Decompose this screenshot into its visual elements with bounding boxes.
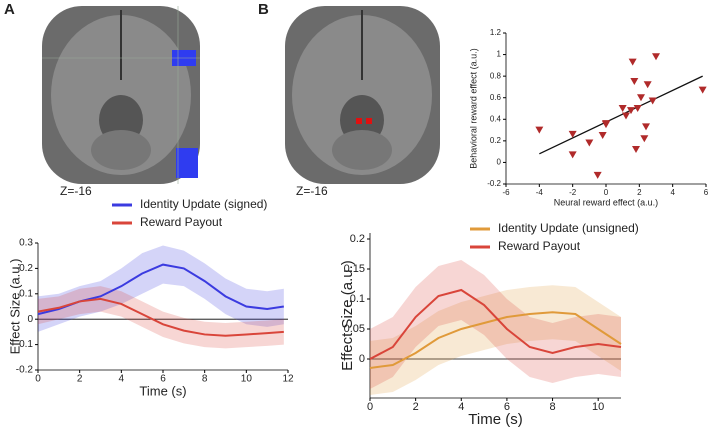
y-tick-label: 0.2 [490,136,502,145]
x-axis-label: Time (s) [139,383,186,398]
scatter-point [598,131,607,139]
slice-label: Z=-16 [296,184,328,198]
scatter-point [618,105,627,112]
fit-line [539,75,703,155]
scatter-point [640,135,649,143]
x-tick-label: 12 [282,374,294,385]
y-axis-label: Effect Size (a.u.) [339,260,356,371]
y-tick-label: 0 [497,158,502,167]
x-tick-label: 2 [413,401,419,413]
scatter-point [642,123,650,131]
scatter-point [633,105,642,112]
x-tick-label: 4 [458,401,464,413]
x-tick-label: 6 [160,374,166,385]
x-tick-label: 0 [35,374,41,385]
scatter-point [648,97,657,105]
panel-label: B [258,1,269,18]
x-tick-label: 2 [77,374,83,385]
x-tick-label: 2 [637,188,642,197]
series-line [369,288,622,360]
y-tick-label: 0 [27,314,33,325]
y-axis-label: Effect Size (a.u.) [7,259,22,355]
scatter-point [585,139,594,147]
series-line [369,311,622,369]
brain-image-a [42,6,200,184]
y-tick-label: 0.1 [19,288,33,299]
scatter-point [643,81,652,89]
series-line [37,297,284,337]
scatter-point [568,130,577,138]
y-tick-label: 0.2 [350,233,365,245]
x-axis-label: Neural reward effect (a.u.) [554,197,658,207]
scatter-point [698,86,707,94]
y-tick-label: 0.3 [19,238,33,249]
y-tick-label: 0.2 [19,263,33,274]
scatter-point [637,94,645,102]
y-tick-label: -0.2 [16,365,34,376]
x-tick-label: -6 [502,188,510,197]
legend-label: Identity Update (unsigned) [498,221,639,235]
y-tick-label: -0.1 [16,339,34,350]
x-tick-label: 8 [202,374,208,385]
confidence-band [38,245,284,332]
scatter-point [628,58,637,66]
x-tick-label: -4 [536,188,544,197]
scatter-point [535,126,544,134]
confidence-band [38,286,284,349]
x-tick-label: 4 [119,374,125,385]
legend-label: Reward Payout [498,239,581,253]
brain-image-b [285,6,440,184]
x-tick-label: 6 [504,401,510,413]
y-tick-label: 0.15 [344,263,365,275]
x-tick-label: 10 [241,374,253,385]
y-tick-label: 1.2 [490,28,502,37]
scatter-point [593,171,602,179]
scatter-point [627,107,635,115]
legend-label: Reward Payout [140,215,223,229]
y-tick-label: 0.05 [344,323,365,335]
scatter-point [630,78,639,86]
y-tick-label: 0.6 [490,93,502,102]
y-tick-label: 0.4 [490,114,502,123]
scatter-point [602,121,610,129]
x-tick-label: 0 [367,401,373,413]
y-tick-label: -0.2 [487,179,501,188]
x-tick-label: 8 [549,401,555,413]
y-axis-label: Behavioral reward effect (a.u.) [468,48,478,168]
y-tick-label: 0 [359,353,365,365]
legend-label: Identity Update (signed) [140,197,267,211]
y-tick-label: 0.1 [350,293,365,305]
x-tick-label: 4 [670,188,675,197]
scatter-point [622,112,630,120]
x-axis-label: Time (s) [468,411,522,428]
scatter-point [652,53,660,61]
x-tick-label: 10 [592,401,604,413]
scatter-point [632,145,640,153]
x-tick-label: -2 [569,188,577,197]
y-tick-label: 1 [497,50,502,59]
confidence-band [370,260,621,389]
x-tick-label: 0 [604,188,609,197]
x-tick-label: 6 [704,188,709,197]
y-tick-label: 0.8 [490,71,502,80]
panel-label: A [4,1,15,18]
scatter-point [568,151,577,159]
slice-label: Z=-16 [60,184,92,198]
